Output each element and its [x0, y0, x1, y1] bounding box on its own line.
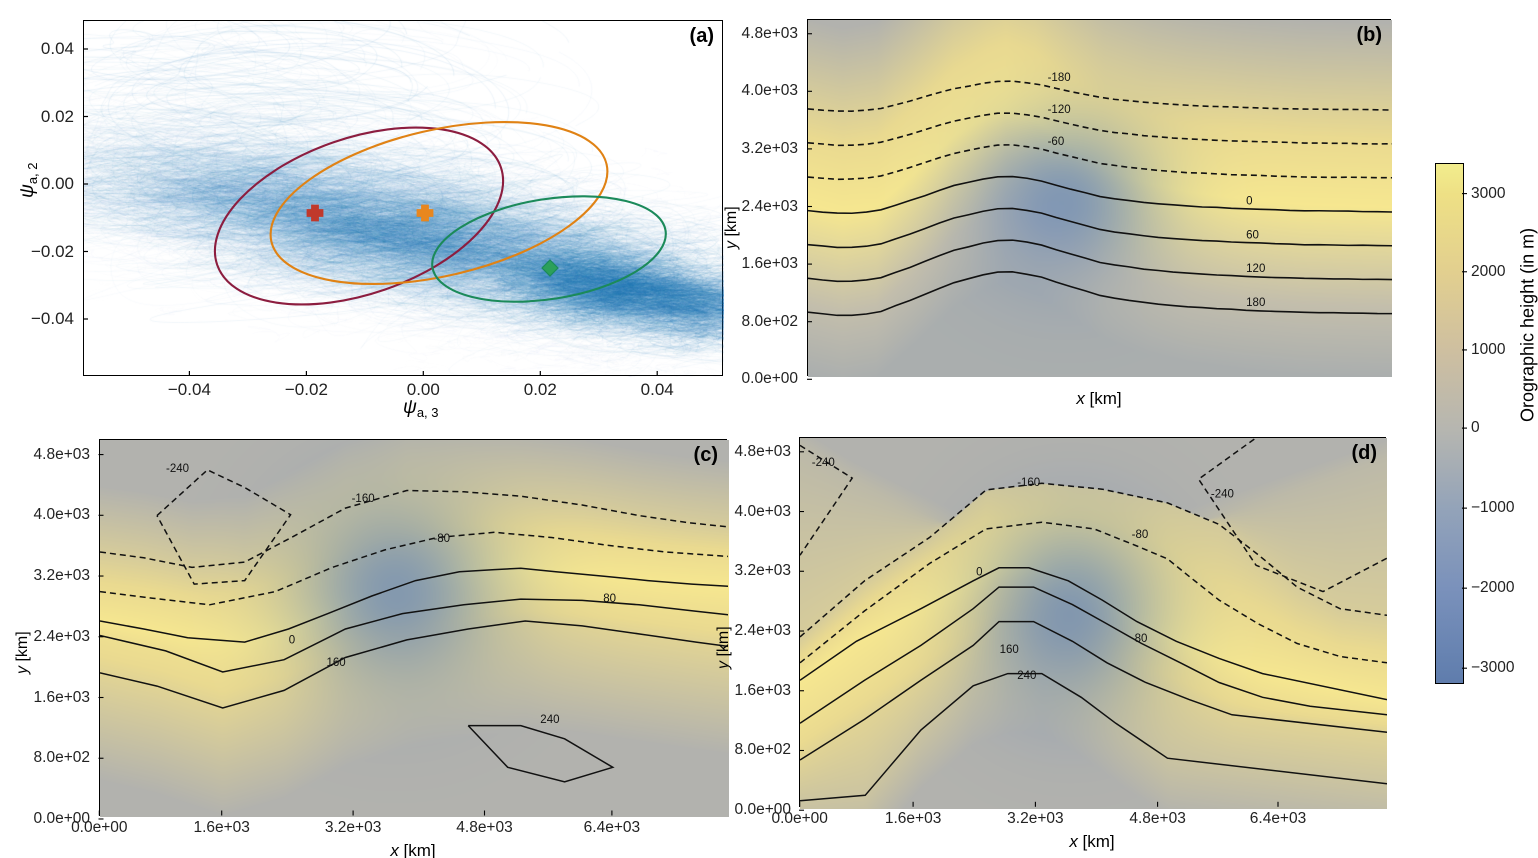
svg-text:180: 180	[1246, 297, 1265, 309]
svg-text:120: 120	[1246, 263, 1265, 275]
svg-text:-80: -80	[1132, 529, 1149, 541]
svg-text:240: 240	[540, 714, 559, 726]
svg-text:240: 240	[1017, 670, 1036, 682]
svg-text:160: 160	[1000, 644, 1019, 656]
svg-text:-60: -60	[1048, 136, 1065, 148]
svg-text:-180: -180	[1048, 72, 1071, 84]
svg-text:-120: -120	[1048, 104, 1071, 116]
svg-text:-240: -240	[166, 463, 189, 475]
svg-text:-80: -80	[433, 533, 450, 545]
svg-text:60: 60	[1246, 229, 1259, 241]
svg-text:80: 80	[603, 593, 616, 605]
svg-text:0: 0	[288, 635, 294, 647]
svg-text:-160: -160	[1017, 477, 1040, 489]
svg-text:0: 0	[1246, 196, 1252, 208]
svg-text:80: 80	[1135, 633, 1148, 645]
svg-text:-160: -160	[351, 493, 374, 505]
svg-text:-240: -240	[812, 456, 835, 468]
svg-text:-240: -240	[1211, 488, 1234, 500]
svg-text:0: 0	[976, 566, 982, 578]
svg-text:160: 160	[326, 657, 345, 669]
